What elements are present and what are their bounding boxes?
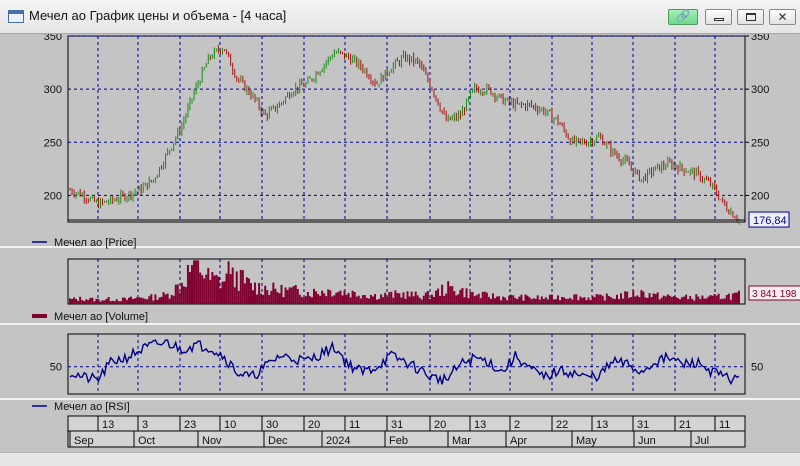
close-button[interactable]: ✕ (769, 9, 796, 25)
last-price-readout: 176,84 (753, 215, 787, 227)
month-label: Nov (202, 435, 222, 447)
month-label: Oct (138, 435, 155, 447)
maximize-button[interactable] (737, 9, 764, 25)
volume-readout-box (748, 285, 800, 301)
day-label: 20 (434, 419, 446, 431)
day-label: 13 (474, 419, 486, 431)
price-axis-label-left: 200 (44, 190, 62, 202)
price-axis-label-right: 300 (751, 84, 769, 96)
day-label: 2 (514, 419, 520, 431)
price-axis-label-left: 250 (44, 137, 62, 149)
title-bar[interactable]: Мечел ао График цены и объема - [4 часа]… (0, 0, 800, 34)
price-axis-label-right: 350 (751, 34, 769, 43)
day-label: 20 (308, 419, 320, 431)
day-label: 23 (184, 419, 196, 431)
price-legend: Мечел ао [Price] (54, 237, 136, 249)
last-price-box (748, 211, 790, 228)
price-axis-label-right: 200 (751, 190, 769, 202)
rsi-line (69, 339, 740, 386)
volume-pane[interactable] (67, 258, 746, 305)
price-pane[interactable] (67, 35, 746, 223)
day-label: 10 (224, 419, 236, 431)
month-label: May (576, 435, 597, 447)
horizontal-scrollbar[interactable] (0, 452, 800, 466)
month-axis[interactable] (67, 430, 746, 448)
volume-readout: 3 841 198 (752, 289, 797, 300)
day-label: 30 (266, 419, 278, 431)
minimize-button[interactable] (705, 9, 732, 25)
price-axis-label-left: 300 (44, 84, 62, 96)
month-label: Mar (452, 435, 471, 447)
month-label: Apr (510, 435, 527, 447)
month-label: 2024 (326, 435, 350, 447)
volume-legend: Мечел ао [Volume] (54, 311, 148, 323)
price-axis-label-left: 350 (44, 34, 62, 43)
day-label: 31 (637, 419, 649, 431)
day-label: 13 (102, 419, 114, 431)
month-label: Sep (74, 435, 94, 447)
window-title: Мечел ао График цены и объема - [4 часа] (29, 8, 287, 23)
window-icon (8, 10, 24, 23)
chain-link-icon: 🔗 (675, 9, 691, 23)
month-label: Jul (695, 435, 709, 447)
day-label: 13 (596, 419, 608, 431)
month-label: Dec (268, 435, 288, 447)
close-icon: ✕ (777, 10, 788, 24)
day-label: 11 (719, 419, 730, 431)
rsi-legend: Мечел ао [RSI] (54, 401, 130, 413)
day-label: 21 (679, 419, 691, 431)
link-button[interactable]: 🔗 (668, 9, 698, 25)
month-label: Feb (389, 435, 408, 447)
rsi-axis-label-right: 50 (751, 362, 763, 374)
minimize-icon (714, 18, 724, 21)
day-label: 11 (349, 419, 360, 431)
day-label: 3 (142, 419, 148, 431)
maximize-icon (746, 13, 756, 21)
day-label: 22 (556, 419, 568, 431)
rsi-axis-label-left: 50 (50, 362, 62, 374)
day-label: 31 (391, 419, 403, 431)
price-axis-label-right: 250 (751, 137, 769, 149)
month-label: Jun (638, 435, 656, 447)
